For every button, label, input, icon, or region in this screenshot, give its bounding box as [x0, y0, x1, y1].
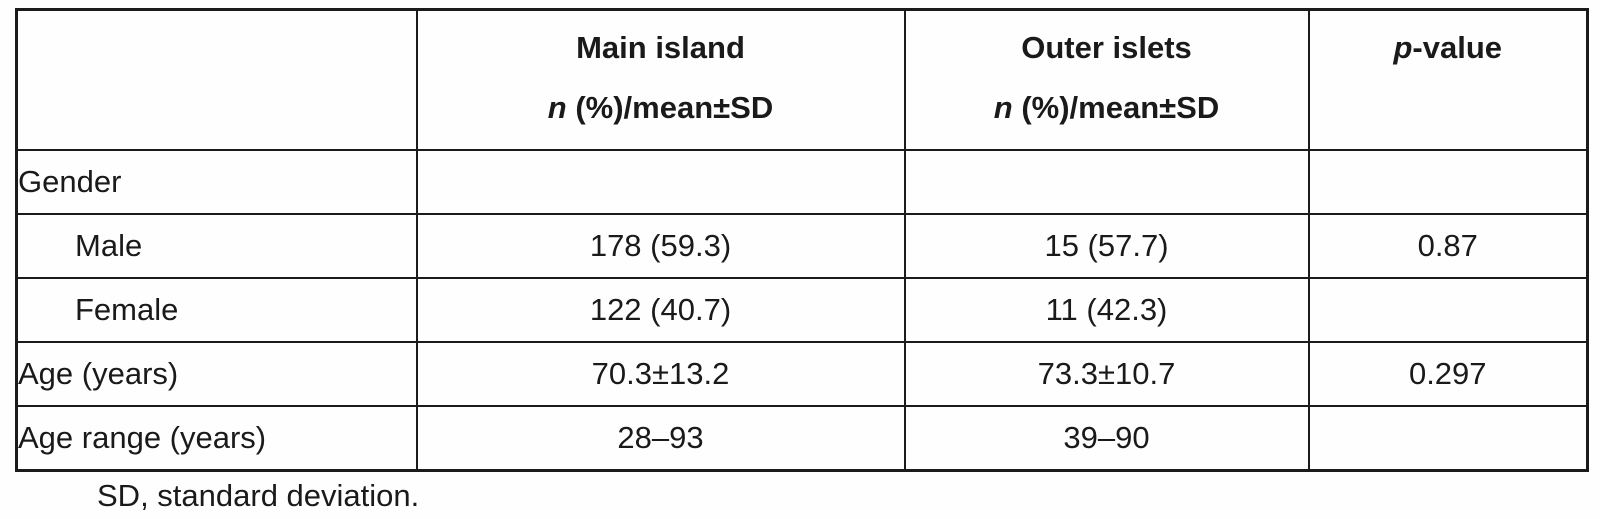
- outer-islets-value: 15 (57.7): [903, 213, 1310, 279]
- header-main-island-title: Main island: [576, 30, 745, 65]
- main-island-value: [415, 149, 906, 215]
- italic-p: p: [1393, 30, 1413, 65]
- table-row-gender: Gender: [15, 149, 1589, 215]
- header-row: Main island n (%)/mean±SD Outer islets n…: [15, 8, 1589, 151]
- header-main-island: Main island n (%)/mean±SD: [415, 8, 906, 151]
- italic-n: n: [547, 90, 567, 125]
- main-island-value: 122 (40.7): [415, 277, 906, 343]
- p-value: [1307, 149, 1589, 215]
- table-row-age-range: Age range (years) 28–93 39–90: [15, 405, 1589, 472]
- row-label: Male: [15, 213, 418, 279]
- header-outer-islets-title: Outer islets: [1021, 30, 1192, 65]
- table-row-female: Female 122 (40.7) 11 (42.3): [15, 277, 1589, 343]
- header-outer-islets-units: n (%)/mean±SD: [993, 90, 1220, 125]
- row-label: Female: [15, 277, 418, 343]
- header-empty-cell: [15, 8, 418, 151]
- table-row-age: Age (years) 70.3±13.2 73.3±10.7 0.297: [15, 341, 1589, 407]
- p-value: 0.297: [1307, 341, 1589, 407]
- outer-islets-value: 73.3±10.7: [903, 341, 1310, 407]
- demographics-table-container: Main island n (%)/mean±SD Outer islets n…: [15, 8, 1589, 472]
- row-label: Age (years): [15, 341, 418, 407]
- outer-islets-value: [903, 149, 1310, 215]
- header-main-island-units: n (%)/mean±SD: [547, 90, 774, 125]
- outer-islets-value: 11 (42.3): [903, 277, 1310, 343]
- row-label: Age range (years): [15, 405, 418, 472]
- header-p-value-title: p-value: [1393, 30, 1503, 65]
- p-value: [1307, 277, 1589, 343]
- header-outer-islets: Outer islets n (%)/mean±SD: [903, 8, 1310, 151]
- demographics-table: Main island n (%)/mean±SD Outer islets n…: [15, 8, 1589, 472]
- p-value: [1307, 405, 1589, 472]
- p-value: 0.87: [1307, 213, 1589, 279]
- main-island-value: 70.3±13.2: [415, 341, 906, 407]
- header-p-value: p-value: [1307, 8, 1589, 151]
- table-footnote: SD, standard deviation.: [97, 478, 420, 513]
- main-island-value: 178 (59.3): [415, 213, 906, 279]
- outer-islets-value: 39–90: [903, 405, 1310, 472]
- row-label: Gender: [15, 149, 418, 215]
- table-row-male: Male 178 (59.3) 15 (57.7) 0.87: [15, 213, 1589, 279]
- main-island-value: 28–93: [415, 405, 906, 472]
- italic-n: n: [993, 90, 1013, 125]
